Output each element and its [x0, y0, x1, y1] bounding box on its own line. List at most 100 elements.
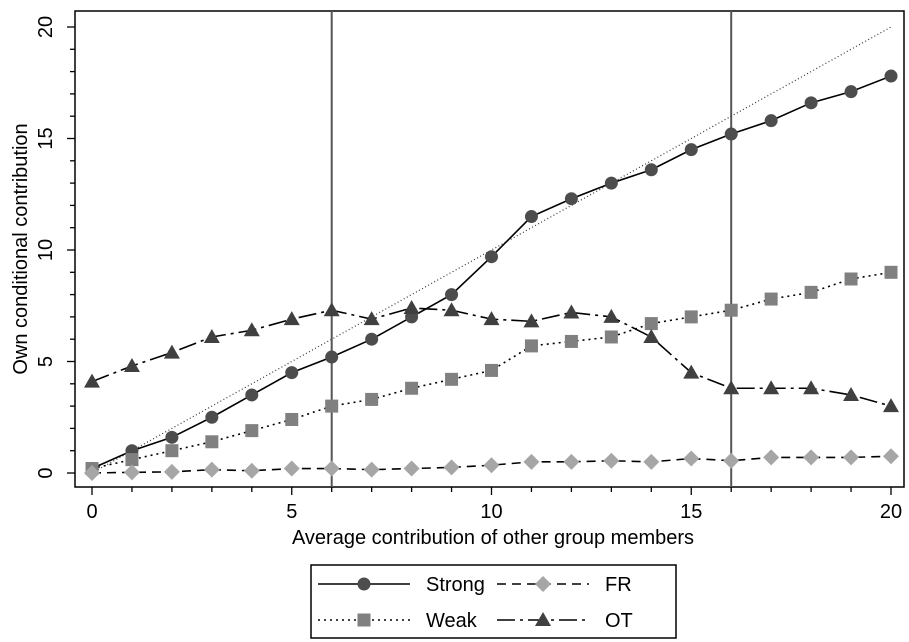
data-point-ot-2 [163, 344, 180, 359]
legend-label-fr: FR [605, 574, 632, 596]
data-point-weak-17 [764, 292, 778, 306]
data-point-strong-18 [804, 96, 818, 110]
data-point-ot-17 [763, 380, 780, 395]
x-tick-label-3: 15 [680, 501, 702, 523]
legend-label-weak: Weak [426, 610, 478, 632]
data-point-ot-8 [403, 299, 420, 314]
data-point-strong-9 [445, 288, 459, 302]
data-point-fr-18 [803, 449, 820, 466]
legend-box [310, 564, 677, 639]
data-point-weak-8 [405, 381, 419, 395]
data-point-weak-3 [205, 435, 219, 449]
data-point-strong-15 [684, 143, 698, 157]
data-point-ot-9 [443, 302, 460, 317]
data-point-ot-6 [323, 302, 340, 317]
data-point-fr-6 [323, 460, 340, 477]
data-point-fr-1 [123, 464, 140, 481]
data-point-ot-13 [603, 308, 620, 323]
y-axis: 0 5 10 15 20 [35, 16, 75, 479]
legend: Strong FR Weak OT [310, 564, 677, 639]
data-point-fr-14 [643, 453, 660, 470]
data-point-fr-19 [843, 449, 860, 466]
data-point-ot-5 [283, 311, 300, 326]
data-point-strong-3 [205, 410, 219, 424]
data-point-weak-5 [285, 412, 299, 426]
legend-label-ot: OT [605, 610, 633, 632]
data-point-ot-18 [803, 380, 820, 395]
data-point-fr-7 [363, 461, 380, 478]
data-point-weak-1 [125, 453, 139, 467]
x-tick-label-1: 5 [286, 501, 297, 523]
data-point-fr-17 [763, 449, 780, 466]
plot-border [74, 10, 905, 488]
data-point-fr-13 [603, 452, 620, 469]
data-point-strong-4 [245, 388, 259, 402]
data-point-fr-11 [523, 453, 540, 470]
data-point-ot-3 [203, 328, 220, 343]
data-point-fr-2 [163, 463, 180, 480]
data-point-strong-11 [524, 210, 538, 224]
y-tick-label-2: 10 [35, 239, 57, 261]
data-point-strong-12 [564, 192, 578, 206]
data-point-ot-16 [723, 380, 740, 395]
data-point-ot-7 [363, 311, 380, 326]
data-point-weak-2 [165, 444, 179, 458]
data-point-fr-9 [443, 459, 460, 476]
data-point-ot-15 [683, 364, 700, 379]
data-point-weak-13 [604, 330, 618, 344]
legend-marker-weak [357, 613, 371, 627]
data-point-strong-13 [604, 176, 618, 190]
data-point-fr-10 [483, 457, 500, 474]
data-point-strong-7 [365, 332, 379, 346]
y-axis-title: Own conditional contribution [10, 123, 32, 374]
data-point-fr-12 [563, 453, 580, 470]
data-point-strong-14 [644, 163, 658, 177]
data-point-fr-20 [883, 448, 899, 465]
data-point-weak-18 [804, 285, 818, 299]
data-point-strong-20 [884, 69, 898, 83]
data-point-weak-9 [445, 372, 459, 386]
x-axis: 0 5 10 15 20 [86, 487, 902, 523]
data-point-ot-1 [123, 357, 140, 372]
data-point-weak-19 [844, 272, 858, 286]
data-point-strong-2 [165, 430, 179, 444]
data-point-strong-17 [764, 114, 778, 128]
data-point-fr-3 [203, 461, 220, 478]
y-tick-label-3: 15 [35, 127, 57, 149]
data-point-weak-4 [245, 424, 259, 438]
data-point-strong-5 [285, 366, 299, 380]
data-point-fr-8 [403, 460, 420, 477]
x-axis-title: Average contribution of other group memb… [292, 527, 694, 549]
data-point-fr-0 [84, 465, 100, 481]
data-point-fr-5 [283, 460, 300, 477]
data-point-weak-6 [325, 399, 339, 413]
data-point-fr-15 [683, 450, 700, 467]
plot-frame [74, 10, 905, 488]
data-point-ot-4 [243, 322, 260, 337]
data-point-fr-4 [243, 462, 260, 479]
x-tick-label-2: 10 [480, 501, 502, 523]
data-point-ot-12 [563, 304, 580, 319]
x-tick-label-4: 20 [880, 501, 902, 523]
data-point-strong-10 [485, 250, 498, 264]
data-point-fr-16 [723, 452, 740, 469]
data-point-ot-11 [523, 313, 540, 328]
legend-marker-strong [357, 577, 371, 591]
legend-marker-ot [535, 612, 551, 626]
legend-label-strong: Strong [426, 574, 485, 596]
legend-marker-fr [535, 576, 551, 592]
data-point-weak-10 [485, 363, 498, 377]
data-point-ot-0 [84, 373, 100, 388]
data-point-weak-12 [564, 334, 578, 348]
data-point-ot-20 [883, 398, 899, 413]
y-tick-label-4: 20 [35, 16, 57, 38]
data-point-strong-19 [844, 85, 858, 99]
data-point-weak-7 [365, 392, 379, 406]
data-point-weak-15 [684, 310, 698, 324]
data-point-weak-20 [884, 265, 898, 279]
series-markers [84, 69, 899, 481]
series-line-fr [91, 455, 892, 474]
x-tick-label-0: 0 [86, 501, 97, 523]
data-point-ot-19 [843, 386, 860, 401]
